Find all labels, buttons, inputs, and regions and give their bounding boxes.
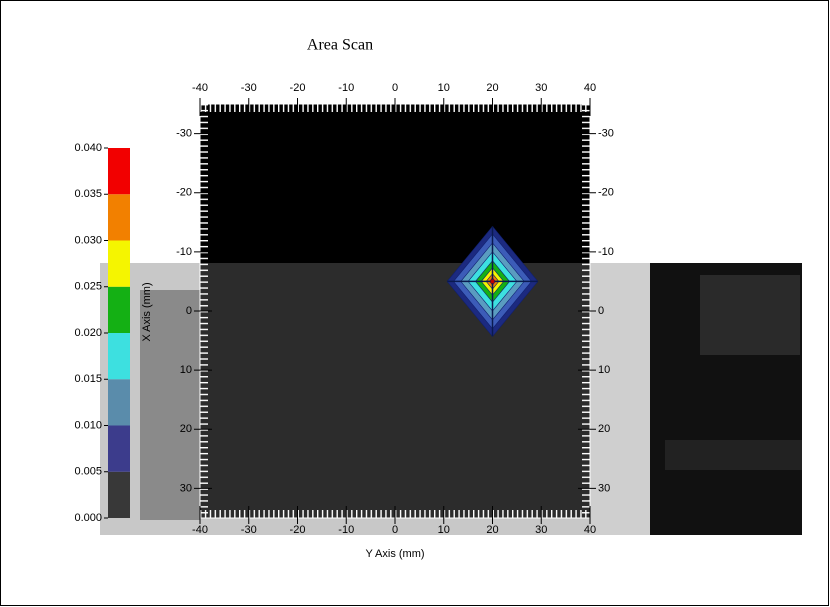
y-tick-label: -30 — [598, 127, 614, 139]
colorbar-tick-label: 0.030 — [74, 234, 102, 246]
colorbar-band — [108, 148, 130, 194]
colorbar-tick-label: 0.025 — [74, 281, 102, 293]
x-tick-label: 20 — [486, 524, 498, 536]
colorbar-band — [108, 241, 130, 287]
colorbar-tick-label: 0.000 — [74, 512, 102, 524]
x-tick-label: 30 — [535, 524, 547, 536]
colorbar-band — [108, 194, 130, 240]
chart-title: Area Scan — [307, 37, 373, 54]
x-tick-label: 40 — [584, 82, 596, 94]
page: Area Scan -40 -40 -30 -30 -20 -20 -10 -10 0 0 10 10… — [0, 0, 830, 607]
colorbar-band — [108, 379, 130, 425]
x-tick-label: 0 — [392, 524, 398, 536]
colorbar-tick-label: 0.020 — [74, 327, 102, 339]
y-tick-label: 30 — [180, 482, 192, 494]
y-tick-label: -20 — [176, 187, 192, 199]
colorbar-band — [108, 426, 130, 472]
plot-area-lower — [200, 263, 590, 518]
y-axis-label: X Axis (mm) — [141, 282, 153, 341]
x-tick-label: -20 — [290, 82, 306, 94]
y-tick-label: -20 — [598, 187, 614, 199]
y-tick-label: 20 — [598, 423, 610, 435]
window: Area Scan -40 -40 -30 -30 -20 -20 -10 -10 0 0 10 10… — [0, 0, 830, 607]
x-tick-label: -40 — [192, 524, 208, 536]
y-tick-label: 0 — [598, 305, 604, 317]
x-tick-label: -30 — [241, 524, 257, 536]
y-tick-label: 10 — [598, 364, 610, 376]
y-tick-label: -30 — [176, 127, 192, 139]
peak — [491, 279, 495, 283]
colorbar-tick-label: 0.015 — [74, 373, 102, 385]
x-tick-label: 40 — [584, 524, 596, 536]
colorbar-tick-label: 0.035 — [74, 188, 102, 200]
colorbar-band — [108, 333, 130, 379]
y-tick-label: -10 — [176, 246, 192, 258]
x-tick-label: -10 — [338, 82, 354, 94]
x-tick-label: 20 — [486, 82, 498, 94]
x-tick-label: 0 — [392, 82, 398, 94]
colorbar-tick-label: 0.040 — [74, 142, 102, 154]
x-tick-label: -40 — [192, 82, 208, 94]
plot-area — [200, 104, 590, 263]
y-tick-label: 10 — [180, 364, 192, 376]
colorbar-tick-label: 0.005 — [74, 466, 102, 478]
y-tick-label: -10 — [598, 246, 614, 258]
x-tick-label: 30 — [535, 82, 547, 94]
y-tick-label: 0 — [186, 305, 192, 317]
x-tick-label: -10 — [338, 524, 354, 536]
x-tick-label: -20 — [290, 524, 306, 536]
y-tick-label: 20 — [180, 423, 192, 435]
x-tick-label: 10 — [438, 82, 450, 94]
x-tick-label: -30 — [241, 82, 257, 94]
y-tick-label: 30 — [598, 482, 610, 494]
x-tick-label: 10 — [438, 524, 450, 536]
x-axis-label: Y Axis (mm) — [365, 548, 424, 560]
colorbar-band — [108, 472, 130, 518]
colorbar-tick-label: 0.010 — [74, 419, 102, 431]
colorbar-band — [108, 287, 130, 333]
